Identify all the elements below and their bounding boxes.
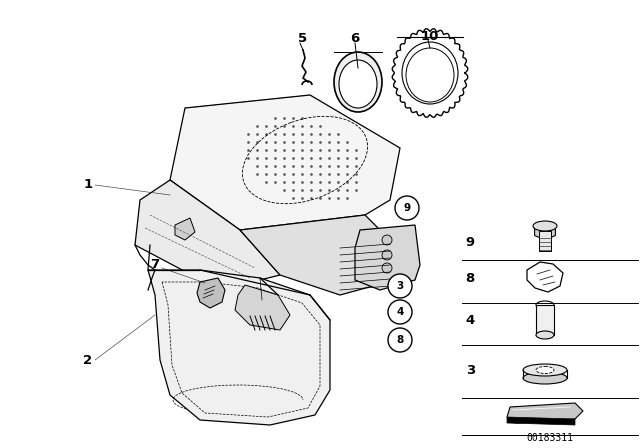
- Text: 10: 10: [421, 30, 439, 43]
- Text: 4: 4: [466, 314, 475, 327]
- Ellipse shape: [339, 60, 377, 108]
- Text: 9: 9: [403, 203, 411, 213]
- Ellipse shape: [523, 364, 567, 376]
- Circle shape: [382, 235, 392, 245]
- Ellipse shape: [406, 48, 454, 102]
- Circle shape: [395, 196, 419, 220]
- Polygon shape: [197, 278, 225, 308]
- Text: 9: 9: [466, 237, 475, 250]
- Text: 6: 6: [350, 31, 360, 44]
- Circle shape: [382, 250, 392, 260]
- Circle shape: [382, 263, 392, 273]
- Ellipse shape: [533, 221, 557, 231]
- Ellipse shape: [334, 52, 382, 112]
- Text: 5: 5: [298, 31, 308, 44]
- Ellipse shape: [536, 366, 554, 374]
- Polygon shape: [355, 225, 420, 290]
- Polygon shape: [240, 215, 400, 295]
- Polygon shape: [135, 180, 280, 290]
- Text: 4: 4: [396, 307, 404, 317]
- Polygon shape: [170, 95, 400, 230]
- Circle shape: [388, 300, 412, 324]
- Text: 3: 3: [466, 363, 475, 376]
- Polygon shape: [534, 222, 556, 240]
- Polygon shape: [148, 270, 330, 425]
- Polygon shape: [507, 403, 583, 423]
- Circle shape: [388, 328, 412, 352]
- Polygon shape: [539, 231, 551, 251]
- Ellipse shape: [523, 372, 567, 384]
- Text: 00183311: 00183311: [527, 433, 573, 443]
- Text: 1: 1: [83, 178, 93, 191]
- Text: 7: 7: [150, 258, 159, 271]
- Polygon shape: [235, 285, 290, 330]
- Text: 8: 8: [466, 271, 475, 284]
- Ellipse shape: [402, 42, 458, 104]
- Ellipse shape: [536, 331, 554, 339]
- Text: 3: 3: [396, 281, 404, 291]
- Circle shape: [388, 274, 412, 298]
- Polygon shape: [175, 218, 195, 240]
- Polygon shape: [507, 417, 575, 425]
- Polygon shape: [536, 305, 554, 335]
- Text: 2: 2: [83, 353, 93, 366]
- Ellipse shape: [536, 301, 554, 309]
- Text: 8: 8: [396, 335, 404, 345]
